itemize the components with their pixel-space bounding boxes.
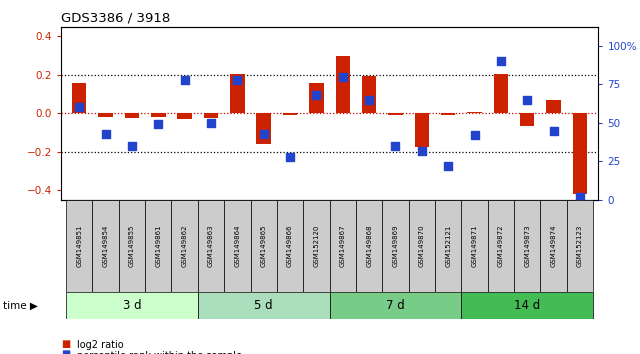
Bar <box>514 200 540 292</box>
Point <box>153 122 163 127</box>
Bar <box>415 113 429 147</box>
Point <box>74 105 84 110</box>
Point <box>575 194 585 200</box>
Bar <box>177 113 192 119</box>
Text: 14 d: 14 d <box>514 299 540 312</box>
Bar <box>92 200 119 292</box>
Bar <box>309 84 324 113</box>
Bar <box>99 113 113 117</box>
Point <box>206 120 216 126</box>
Text: GSM152123: GSM152123 <box>577 225 583 267</box>
Bar <box>409 200 435 292</box>
Text: GSM149869: GSM149869 <box>392 225 399 267</box>
Bar <box>547 100 561 113</box>
Bar <box>461 200 488 292</box>
Bar <box>72 84 86 113</box>
Bar <box>283 113 298 115</box>
Text: GSM149863: GSM149863 <box>208 225 214 267</box>
Bar <box>66 292 198 319</box>
Text: GSM149855: GSM149855 <box>129 225 135 267</box>
Text: GSM149873: GSM149873 <box>524 225 531 267</box>
Text: GSM149870: GSM149870 <box>419 225 425 267</box>
Text: GSM152121: GSM152121 <box>445 225 451 267</box>
Text: GDS3386 / 3918: GDS3386 / 3918 <box>61 12 170 25</box>
Bar <box>540 200 567 292</box>
Bar <box>198 200 224 292</box>
Bar <box>145 200 172 292</box>
Point <box>469 132 479 138</box>
Point <box>311 92 321 98</box>
Bar <box>330 292 461 319</box>
Bar <box>435 200 461 292</box>
Text: 7 d: 7 d <box>386 299 405 312</box>
Bar <box>119 200 145 292</box>
Point <box>443 163 453 169</box>
Bar <box>204 113 218 118</box>
Bar <box>467 112 482 113</box>
Point <box>548 128 559 133</box>
Bar <box>362 76 376 113</box>
Point <box>232 77 243 82</box>
Text: ■: ■ <box>61 349 70 354</box>
Point <box>259 131 269 137</box>
Bar <box>330 200 356 292</box>
Text: GSM149865: GSM149865 <box>260 225 267 267</box>
Text: GSM149866: GSM149866 <box>287 225 293 267</box>
Bar <box>125 113 140 118</box>
Bar <box>461 292 593 319</box>
Bar <box>382 200 409 292</box>
Point <box>417 148 427 154</box>
Text: GSM149868: GSM149868 <box>366 225 372 267</box>
Bar <box>567 200 593 292</box>
Bar <box>198 292 330 319</box>
Bar <box>493 74 508 113</box>
Text: GSM149861: GSM149861 <box>156 225 161 267</box>
Text: GSM149864: GSM149864 <box>234 225 241 267</box>
Bar <box>335 56 350 113</box>
Point <box>338 74 348 80</box>
Text: GSM149867: GSM149867 <box>340 225 346 267</box>
Point <box>390 143 401 149</box>
Text: 3 d: 3 d <box>123 299 141 312</box>
Bar <box>230 74 244 113</box>
Text: GSM149851: GSM149851 <box>76 225 83 267</box>
Point <box>285 154 295 160</box>
Bar <box>66 200 92 292</box>
Text: GSM149862: GSM149862 <box>182 225 188 267</box>
Text: ■: ■ <box>61 339 70 349</box>
Bar <box>303 200 330 292</box>
Bar <box>356 200 382 292</box>
Bar <box>388 113 403 115</box>
Bar <box>441 113 456 115</box>
Bar <box>257 113 271 144</box>
Text: GSM149854: GSM149854 <box>102 225 109 267</box>
Text: GSM149872: GSM149872 <box>498 225 504 267</box>
Bar <box>250 200 277 292</box>
Bar <box>520 113 534 126</box>
Bar <box>172 200 198 292</box>
Text: time ▶: time ▶ <box>3 300 38 310</box>
Point <box>496 58 506 64</box>
Point <box>180 77 190 82</box>
Point <box>100 131 111 137</box>
Text: percentile rank within the sample: percentile rank within the sample <box>77 351 242 354</box>
Text: log2 ratio: log2 ratio <box>77 341 124 350</box>
Bar <box>151 113 166 117</box>
Point <box>522 97 532 103</box>
Text: 5 d: 5 d <box>255 299 273 312</box>
Text: GSM152120: GSM152120 <box>314 225 319 267</box>
Bar <box>488 200 514 292</box>
Text: GSM149871: GSM149871 <box>472 225 477 267</box>
Point <box>364 97 374 103</box>
Text: GSM149874: GSM149874 <box>550 225 557 267</box>
Bar <box>224 200 250 292</box>
Bar <box>573 113 588 194</box>
Point <box>127 143 137 149</box>
Bar <box>277 200 303 292</box>
